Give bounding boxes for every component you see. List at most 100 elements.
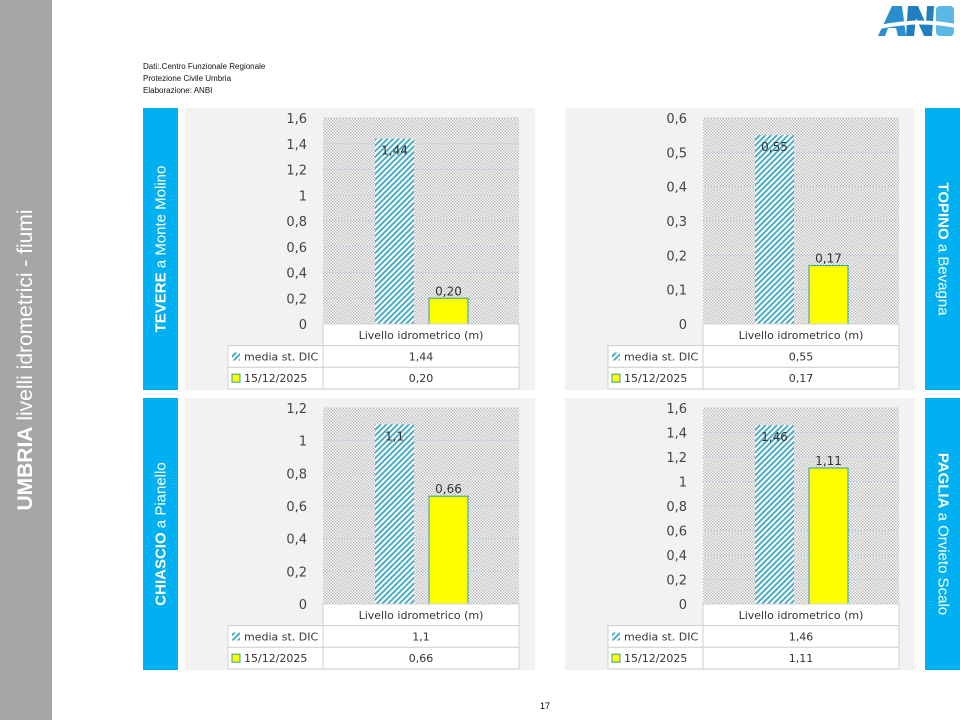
y-tick-label: 1 xyxy=(299,435,307,450)
legend-key xyxy=(232,352,240,361)
river-name: TOPINO xyxy=(934,182,951,240)
value-cell xyxy=(702,646,900,670)
y-tick-label: 1 xyxy=(299,189,307,204)
river-name: CHIASCIO xyxy=(152,532,169,606)
anbi-logo xyxy=(876,6,956,36)
y-tick-label: 0 xyxy=(299,318,307,333)
y-tick-label: 0,4 xyxy=(286,267,307,282)
station-name: a Orvieto Scalo xyxy=(934,508,951,616)
y-tick-label: 0,2 xyxy=(666,574,687,589)
y-tick-label: 0,1 xyxy=(666,284,687,299)
chart-tevere: 0 0,2 0,4 0,6 0,8 1 1,2 1,4 1,6 1,44 0,20 Livello i… xyxy=(185,108,535,390)
bar-media xyxy=(375,424,414,604)
y-tick-label: 1,4 xyxy=(666,427,687,442)
table-value: 1,44 xyxy=(409,351,434,364)
y-tick-label: 0,6 xyxy=(666,525,687,540)
category-label: Livello idrometrico (m) xyxy=(739,609,864,622)
table-value: 0,20 xyxy=(409,372,434,385)
y-tick-label: 0,8 xyxy=(666,500,687,515)
bar-current xyxy=(808,265,849,325)
legend-label: 15/12/2025 xyxy=(244,372,307,385)
data-label: 0,66 xyxy=(435,482,462,496)
category-label: Livello idrometrico (m) xyxy=(359,329,484,342)
data-label: 0,17 xyxy=(815,252,842,266)
chart-svg: 0 0,2 0,4 0,6 0,8 1 1,2 1,4 1,6 1,44 0,20 Livello i… xyxy=(227,112,520,390)
y-tick-label: 0,2 xyxy=(286,565,307,580)
y-tick-label: 0,8 xyxy=(286,215,307,230)
legend-key xyxy=(612,632,620,641)
page-number: 17 xyxy=(540,701,551,711)
category-label: Livello idrometrico (m) xyxy=(359,609,484,622)
bar-media xyxy=(375,138,414,324)
bar-current xyxy=(808,467,849,605)
y-tick-label: 0 xyxy=(299,598,307,613)
y-tick-label: 0,4 xyxy=(666,181,687,196)
y-tick-label: 1,6 xyxy=(666,402,687,417)
legend-label: media st. DIC xyxy=(624,631,699,644)
legend-label: media st. DIC xyxy=(624,351,699,364)
y-tick-label: 0,6 xyxy=(286,500,307,515)
y-tick-label: 1 xyxy=(679,476,687,491)
table-value: 1,46 xyxy=(789,631,814,644)
data-label: 1,1 xyxy=(385,429,404,443)
y-tick-label: 1,2 xyxy=(666,451,687,466)
station-label-chiascio: CHIASCIO a Pianello xyxy=(143,398,178,670)
title-rest: livelli idrometrici - fiumi xyxy=(14,209,37,427)
station-name: a Monte Molino xyxy=(152,165,169,273)
value-cell xyxy=(322,366,520,390)
data-label: 0,55 xyxy=(761,140,788,154)
station-label-paglia: PAGLIA a Orvieto Scalo xyxy=(925,398,960,670)
data-label: 1,44 xyxy=(381,144,408,158)
legend-key xyxy=(611,653,621,663)
y-tick-label: 0,4 xyxy=(666,549,687,564)
category-label: Livello idrometrico (m) xyxy=(739,329,864,342)
legend-label: media st. DIC xyxy=(244,351,319,364)
river-name: PAGLIA xyxy=(934,452,951,509)
title-region: UMBRIA xyxy=(14,426,37,511)
station-label-tevere: TEVERE a Monte Molino xyxy=(143,108,178,390)
value-cell xyxy=(322,646,520,670)
data-label: 0,20 xyxy=(435,284,462,298)
legend-key xyxy=(611,373,621,383)
y-tick-label: 0,8 xyxy=(286,467,307,482)
chart-svg: 0 0,2 0,4 0,6 0,8 1 1,2 1,4 1,6 1,46 1,11 Livello i… xyxy=(607,402,900,670)
station-name: a Pianello xyxy=(152,462,169,533)
y-tick-label: 0 xyxy=(679,598,687,613)
y-tick-label: 0,2 xyxy=(666,249,687,264)
source-line: Protezione Civile Umbria xyxy=(143,74,232,83)
value-cell xyxy=(702,366,900,390)
chart-topino: 0 0,1 0,2 0,3 0,4 0,5 0,6 0,55 0,17 Livello idrom… xyxy=(565,108,915,390)
legend-key xyxy=(231,653,241,663)
table-value: 1,11 xyxy=(789,652,814,665)
table-value: 0,55 xyxy=(789,351,814,364)
source-line: Dati:.Centro Funzionale Regionale xyxy=(143,62,266,71)
legend-label: 15/12/2025 xyxy=(624,652,687,665)
bar-current xyxy=(428,297,469,325)
bar-current xyxy=(428,495,469,605)
bar-media xyxy=(755,135,794,324)
y-tick-label: 1,2 xyxy=(286,402,307,417)
legend-key xyxy=(612,352,620,361)
river-name: TEVERE xyxy=(152,272,169,333)
slide-title: UMBRIA livelli idrometrici - fiumi xyxy=(14,209,38,510)
bar-media xyxy=(755,425,794,604)
y-tick-label: 1,2 xyxy=(286,164,307,179)
table-value: 1,1 xyxy=(412,631,430,644)
chart-paglia: 0 0,2 0,4 0,6 0,8 1 1,2 1,4 1,6 1,46 1,11 Livello i… xyxy=(565,398,915,670)
legend-label: 15/12/2025 xyxy=(244,652,307,665)
station-label-topino: TOPINO a Bevagna xyxy=(925,108,960,390)
y-tick-label: 0,6 xyxy=(666,112,687,127)
table-value: 0,17 xyxy=(789,372,814,385)
table-value: 0,66 xyxy=(409,652,434,665)
legend-label: 15/12/2025 xyxy=(624,372,687,385)
data-label: 1,46 xyxy=(761,430,788,444)
y-tick-label: 0,3 xyxy=(666,215,687,230)
chart-chiascio: 0 0,2 0,4 0,6 0,8 1 1,2 1,1 0,66 Livello idrometr… xyxy=(185,398,535,670)
sidebar: UMBRIA livelli idrometrici - fiumi xyxy=(0,0,52,720)
y-tick-label: 0,2 xyxy=(286,292,307,307)
y-tick-label: 0,5 xyxy=(666,146,687,161)
y-tick-label: 0,6 xyxy=(286,241,307,256)
chart-svg: 0 0,1 0,2 0,3 0,4 0,5 0,6 0,55 0,17 Livello idrom… xyxy=(607,112,900,390)
y-tick-label: 1,6 xyxy=(286,112,307,127)
legend-key xyxy=(231,373,241,383)
